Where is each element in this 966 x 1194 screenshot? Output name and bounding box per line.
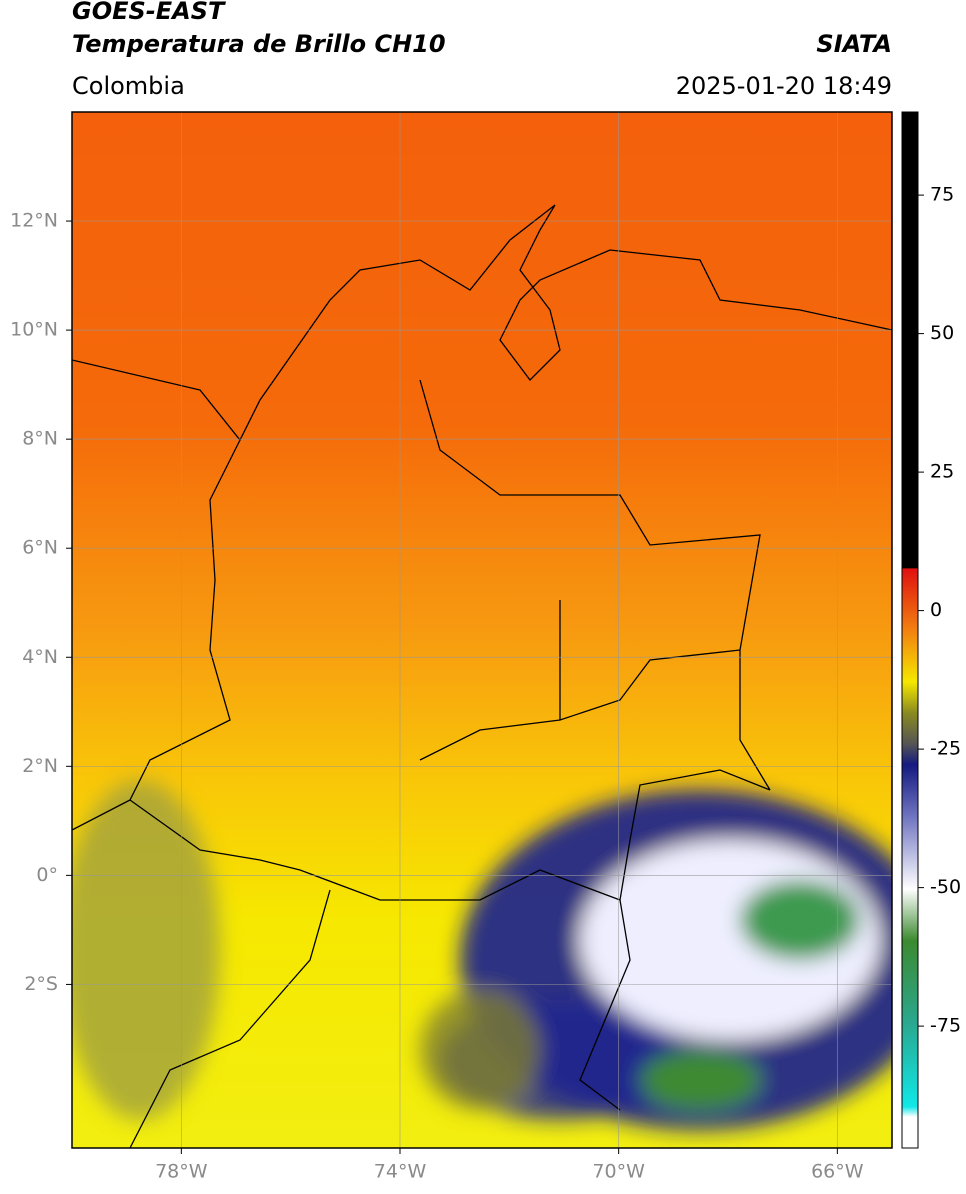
grid <box>72 112 892 1148</box>
colorbar-label: -50 <box>930 876 961 898</box>
map-frame <box>71 111 893 1149</box>
colorbar-label: -25 <box>930 738 961 760</box>
lon-label: 78°W <box>155 1161 208 1183</box>
map-image <box>72 112 892 1148</box>
lon-label: 70°W <box>592 1161 645 1183</box>
colorbar-label: 75 <box>930 184 954 206</box>
lat-label: 6°N <box>22 537 58 559</box>
colorbar-label: 25 <box>930 461 954 483</box>
lat-label: 12°N <box>10 210 58 232</box>
colorbar-label: 0 <box>930 599 942 621</box>
lon-label: 74°W <box>374 1161 427 1183</box>
colorbar-label: 50 <box>930 322 954 344</box>
borders <box>72 204 892 1148</box>
satellite-title: GOES-EAST <box>72 0 226 25</box>
lon-label: 66°W <box>811 1161 864 1183</box>
product-title: Temperatura de Brillo CH10 <box>72 30 446 58</box>
colorbar-label: -75 <box>930 1015 961 1037</box>
colorbar <box>901 111 919 1149</box>
source: SIATA <box>816 30 892 58</box>
lat-label: 2°N <box>22 755 58 777</box>
lat-label: 2°S <box>24 973 58 995</box>
lat-label: 0° <box>36 864 58 886</box>
lat-label: 4°N <box>22 646 58 668</box>
datetime: 2025-01-20 18:49 <box>676 72 892 100</box>
lat-label: 10°N <box>10 319 58 341</box>
lat-label: 8°N <box>22 428 58 450</box>
region: Colombia <box>72 72 185 100</box>
